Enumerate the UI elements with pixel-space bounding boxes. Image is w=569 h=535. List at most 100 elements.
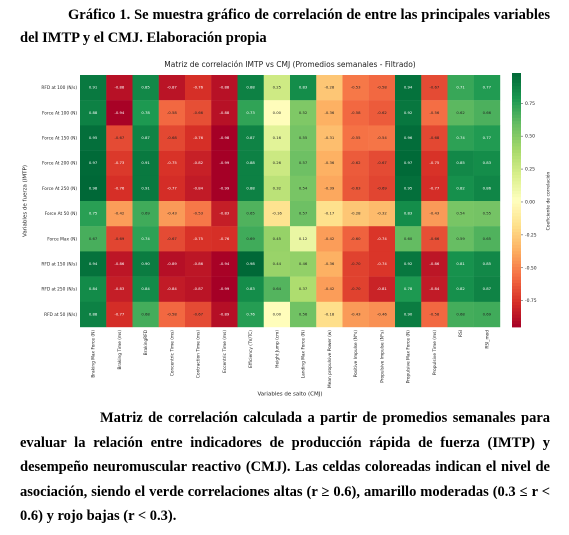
y-tick-label: RFD at 250 (N/s)	[41, 287, 77, 293]
colorbar-segment	[512, 152, 521, 156]
cell-label: -0.31	[324, 135, 334, 140]
heatmap-cell	[316, 276, 343, 302]
heatmap-cell	[106, 150, 133, 176]
cell-label: 0.78	[404, 286, 413, 291]
colorbar-tick-label: -0.25	[525, 232, 537, 238]
colorbar-segment	[512, 279, 521, 283]
colorbar-segment	[512, 139, 521, 144]
heatmap-cell	[80, 125, 107, 151]
cell-label: -0.32	[377, 211, 387, 216]
x-tick-label: Efficiency (TV/TC)	[248, 330, 254, 368]
colorbar-tick-label: 0.75	[525, 101, 535, 107]
colorbar-segment	[512, 130, 521, 134]
heatmap-cell	[395, 251, 422, 277]
heatmap-cell	[263, 301, 291, 328]
heatmap-cell	[237, 251, 264, 277]
colorbar-segment	[512, 107, 521, 112]
x-axis-label: Variables de salto (CMJ)	[257, 392, 322, 398]
heatmap-cell	[211, 175, 238, 202]
cell-label: -0.89	[167, 261, 177, 266]
heatmap-cell	[185, 150, 212, 176]
heatmap-cell	[80, 301, 107, 328]
colorbar-segment	[512, 253, 521, 258]
cell-label: -0.75	[167, 160, 177, 165]
heatmap-cell	[368, 201, 396, 227]
colorbar-segment	[512, 85, 521, 90]
heatmap-cell	[237, 150, 264, 176]
cell-label: 0.94	[89, 261, 98, 266]
cell-label: -0.67	[167, 236, 177, 241]
colorbar-segment	[512, 298, 521, 302]
cell-label: -0.58	[377, 85, 387, 90]
heatmap-cell	[263, 100, 291, 126]
heatmap-cell	[106, 251, 133, 277]
cell-label: -0.89	[219, 311, 229, 316]
heatmap-cell	[395, 276, 422, 302]
cell-label: 0.88	[89, 110, 98, 115]
heatmap-cell	[395, 201, 422, 227]
heatmap-cell	[211, 276, 238, 302]
cell-label: 0.83	[246, 286, 255, 291]
heatmap-cell	[263, 75, 291, 101]
heatmap-cell	[158, 301, 186, 328]
cell-label: -0.68	[429, 135, 439, 140]
colorbar-segment	[512, 88, 521, 93]
heatmap-cell	[421, 301, 448, 328]
heatmap-cell	[290, 251, 317, 277]
cell-label: 0.25	[273, 85, 282, 90]
heatmap-cell	[447, 201, 474, 227]
cell-label: -0.94	[219, 261, 229, 266]
x-tick-label: Eccentric Time (ms)	[222, 330, 228, 373]
cell-label: -0.67	[429, 85, 439, 90]
cell-label: -0.42	[324, 286, 334, 291]
heatmap-cell	[368, 251, 396, 277]
colorbar-segment	[512, 301, 521, 306]
cell-label: 0.68	[456, 311, 465, 316]
heatmap-cell	[421, 100, 448, 126]
heatmap-cell	[185, 100, 212, 126]
cell-label: 0.83	[404, 211, 413, 216]
cell-label: -0.70	[351, 286, 361, 291]
cell-label: 0.81	[456, 261, 465, 266]
cell-label: 0.86	[483, 185, 492, 190]
x-tick-label: Contraction Time (ms)	[196, 330, 202, 378]
x-tick-label: Propulsive Time (ms)	[432, 330, 438, 375]
y-tick-label: RFD at 50 (N/s)	[44, 312, 77, 318]
x-tick-label: Height Jump (cm)	[274, 330, 280, 368]
heatmap-cell	[263, 251, 291, 277]
cell-label: -0.63	[351, 185, 361, 190]
heatmap-cell	[263, 226, 291, 252]
y-tick-label: Force At 100 (N)	[42, 110, 77, 116]
colorbar-segment	[512, 234, 521, 239]
heatmap-cell	[395, 175, 422, 202]
heatmap-cell	[473, 75, 501, 101]
colorbar-segment	[512, 158, 521, 163]
cell-label: 0.69	[141, 211, 150, 216]
cell-label: -0.43	[167, 211, 177, 216]
cell-label: 0.26	[273, 160, 282, 165]
heatmap-cell	[185, 125, 212, 151]
heatmap-cell	[158, 276, 186, 302]
heatmap-cell	[80, 251, 107, 277]
heatmap-cell	[158, 100, 186, 126]
heatmap-cell	[421, 251, 448, 277]
heatmap-cell	[421, 175, 448, 202]
heatmap-cell	[473, 150, 501, 176]
heatmap-cell	[290, 75, 317, 101]
colorbar-segment	[512, 146, 521, 150]
heatmap-cell	[316, 175, 343, 202]
heatmap-cell	[132, 251, 159, 277]
colorbar-segment	[512, 285, 521, 290]
colorbar-segment	[512, 263, 521, 268]
heatmap-cell	[368, 226, 396, 252]
y-tick-label: Force At 200 (N)	[42, 161, 77, 167]
cell-label: 0.66	[483, 110, 492, 115]
heatmap-cell	[158, 251, 186, 277]
colorbar-segment	[512, 225, 521, 229]
colorbar-segment	[512, 117, 521, 122]
x-tick-label: Braking Time (ms)	[117, 330, 123, 370]
colorbar-segment	[512, 219, 521, 223]
colorbar-segment	[512, 247, 521, 252]
cell-label: -0.81	[377, 286, 387, 291]
heatmap-cell	[106, 125, 133, 151]
